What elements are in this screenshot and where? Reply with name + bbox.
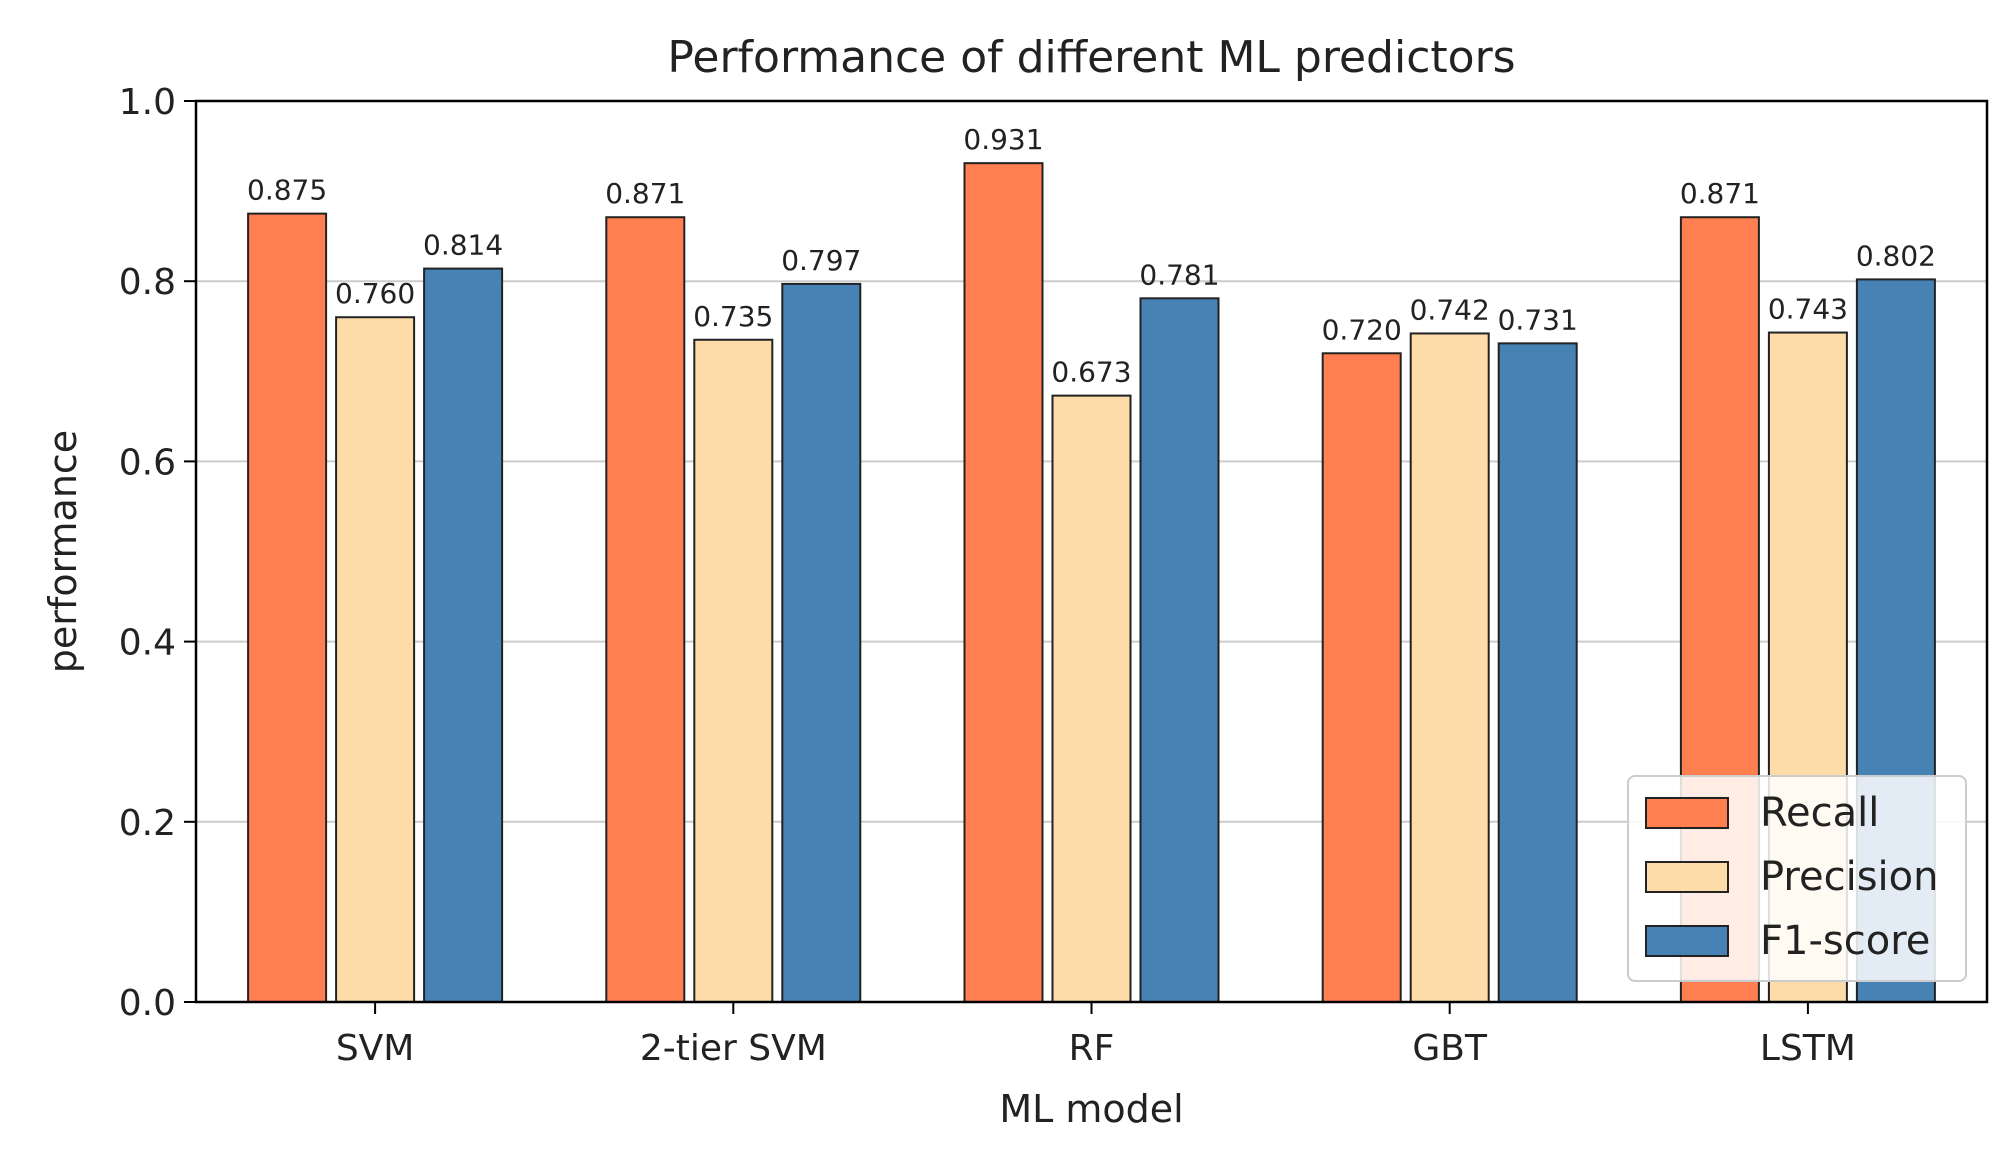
data-label: 0.797 xyxy=(781,244,861,277)
axis-ticks: 0.0 0.2 0.4 0.6 0.8 1.0 SVM 2-tier SVM RF GBT LSTM xyxy=(119,82,1856,1069)
y-tick-label: 0.4 xyxy=(119,623,176,664)
data-label: 0.735 xyxy=(693,300,773,333)
data-label: 0.720 xyxy=(1322,313,1402,346)
data-label: 0.931 xyxy=(963,123,1043,156)
legend-swatch xyxy=(1645,797,1729,829)
data-label: 0.760 xyxy=(335,277,415,310)
data-label: 0.731 xyxy=(1498,303,1578,336)
bar xyxy=(1497,342,1578,1003)
bar xyxy=(335,316,416,1003)
bar xyxy=(1139,297,1220,1004)
data-label: 0.673 xyxy=(1051,356,1131,389)
y-axis-label: performance xyxy=(41,430,85,673)
x-tick-label: LSTM xyxy=(1760,1028,1856,1069)
legend-label: Recall xyxy=(1760,790,1879,836)
data-label: 0.871 xyxy=(605,177,685,210)
y-tick-label: 0.0 xyxy=(119,983,176,1024)
legend-swatch xyxy=(1645,861,1729,893)
legend-label: F1-score xyxy=(1760,918,1930,964)
bar xyxy=(423,267,504,1003)
bar xyxy=(247,212,328,1003)
bars xyxy=(247,162,1936,1004)
data-label: 0.814 xyxy=(423,229,503,262)
y-tick-label: 0.2 xyxy=(119,803,176,844)
data-label: 0.802 xyxy=(1856,239,1936,272)
bar xyxy=(605,216,686,1003)
legend: Recall Precision F1-score xyxy=(1627,775,1967,982)
bar xyxy=(1409,332,1490,1003)
chart-title: Performance of different ML predictors xyxy=(667,32,1515,83)
legend-swatch xyxy=(1645,925,1729,957)
x-tick-label: 2-tier SVM xyxy=(640,1028,827,1069)
y-tick-label: 1.0 xyxy=(119,82,176,123)
x-axis-label: ML model xyxy=(999,1087,1183,1131)
bar xyxy=(693,338,774,1003)
bar xyxy=(963,162,1044,1003)
x-tick-label: SVM xyxy=(336,1028,415,1069)
y-tick-label: 0.8 xyxy=(119,262,176,303)
bar xyxy=(1321,352,1402,1003)
data-label: 0.875 xyxy=(247,174,327,207)
y-tick-label: 0.6 xyxy=(119,442,176,483)
bar xyxy=(1051,394,1132,1003)
data-label: 0.743 xyxy=(1768,293,1848,326)
data-label: 0.871 xyxy=(1680,177,1760,210)
bar xyxy=(781,282,862,1003)
data-label: 0.742 xyxy=(1410,293,1490,326)
x-tick-label: GBT xyxy=(1412,1028,1488,1069)
legend-label: Precision xyxy=(1760,854,1938,900)
data-label: 0.781 xyxy=(1139,258,1219,291)
x-tick-label: RF xyxy=(1069,1028,1115,1069)
